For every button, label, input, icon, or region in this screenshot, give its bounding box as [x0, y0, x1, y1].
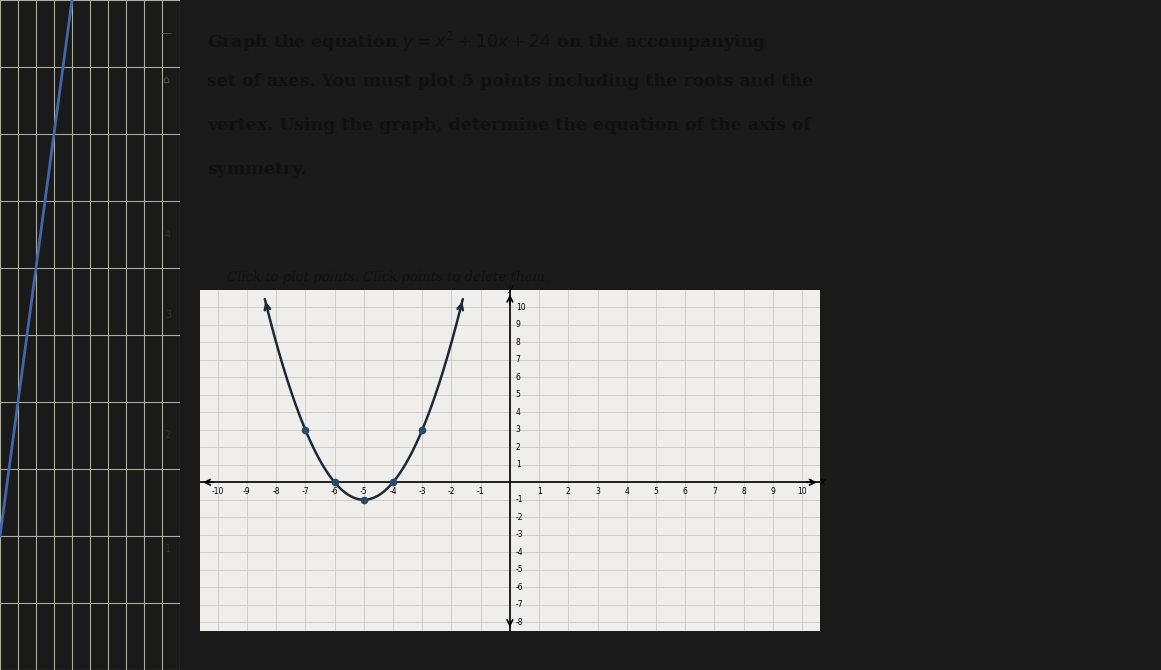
Text: -4: -4 — [515, 547, 524, 557]
Text: 7: 7 — [712, 486, 716, 496]
Text: 1: 1 — [165, 545, 171, 554]
Text: -1: -1 — [515, 495, 524, 505]
Text: -10: -10 — [211, 486, 224, 496]
Text: 1: 1 — [515, 460, 520, 469]
Text: 5: 5 — [515, 391, 520, 399]
Text: ⌂: ⌂ — [163, 76, 170, 85]
Text: -1: -1 — [477, 486, 484, 496]
Text: —: — — [160, 29, 171, 38]
Text: -2: -2 — [448, 486, 455, 496]
Text: 4: 4 — [625, 486, 629, 496]
Text: -6: -6 — [515, 583, 524, 592]
Text: -8: -8 — [273, 486, 280, 496]
Text: -7: -7 — [302, 486, 309, 496]
Text: -6: -6 — [331, 486, 338, 496]
Text: 4: 4 — [165, 230, 171, 239]
Text: vertex. Using the graph, determine the equation of the axis of: vertex. Using the graph, determine the e… — [207, 117, 810, 134]
Text: 5: 5 — [654, 486, 658, 496]
Text: 9: 9 — [515, 320, 520, 330]
Text: 2: 2 — [565, 486, 571, 496]
Text: -8: -8 — [515, 618, 524, 626]
Text: 10: 10 — [798, 486, 807, 496]
Text: 6: 6 — [683, 486, 687, 496]
Text: 3: 3 — [515, 425, 520, 434]
Text: Click to plot points. Click points to delete them.: Click to plot points. Click points to de… — [228, 271, 549, 283]
Text: 3: 3 — [165, 310, 171, 320]
Text: 7: 7 — [515, 355, 520, 364]
Text: -9: -9 — [243, 486, 251, 496]
Text: -5: -5 — [515, 565, 524, 574]
Text: 2: 2 — [165, 431, 171, 440]
Text: -3: -3 — [418, 486, 426, 496]
Text: 10: 10 — [515, 303, 526, 312]
Text: -2: -2 — [515, 513, 524, 522]
Text: 9: 9 — [771, 486, 776, 496]
Text: -4: -4 — [389, 486, 397, 496]
Text: symmetry.: symmetry. — [207, 161, 307, 178]
Text: 1: 1 — [536, 486, 541, 496]
Text: 2: 2 — [515, 443, 520, 452]
Text: x: x — [820, 477, 825, 487]
Text: 8: 8 — [742, 486, 747, 496]
Text: -3: -3 — [515, 530, 524, 539]
Text: 6: 6 — [515, 373, 520, 382]
Text: 8: 8 — [515, 338, 520, 347]
Text: 3: 3 — [596, 486, 600, 496]
Text: y: y — [507, 283, 513, 293]
Text: 4: 4 — [515, 408, 520, 417]
Text: set of axes. You must plot 5 points including the roots and the: set of axes. You must plot 5 points incl… — [207, 73, 813, 90]
Text: -7: -7 — [515, 600, 524, 609]
Text: Graph the equation $y = x^2 + 10x + 24$ on the accompanying: Graph the equation $y = x^2 + 10x + 24$ … — [207, 29, 766, 54]
Text: -5: -5 — [360, 486, 368, 496]
